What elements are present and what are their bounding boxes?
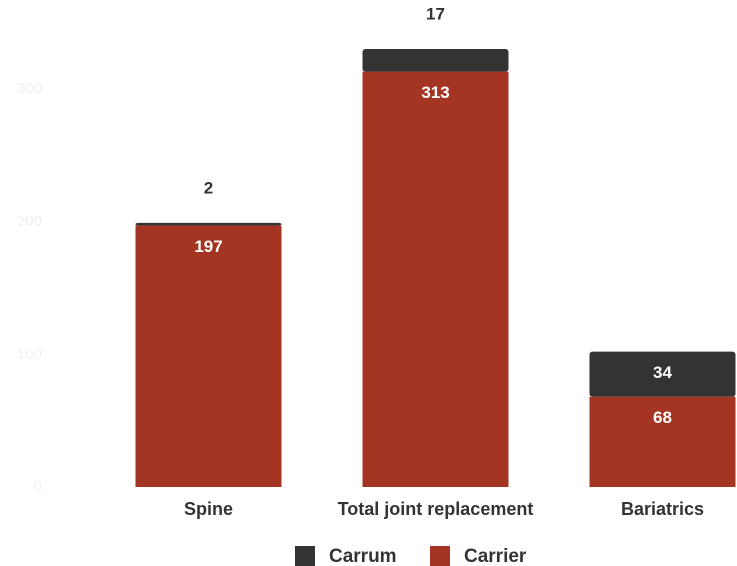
x-tick-label: Spine [184,499,233,519]
value-label: 313 [421,83,449,102]
legend-label: Carrum [329,546,397,566]
value-label: 34 [653,363,672,382]
value-label: 197 [194,237,222,256]
legend-swatch [295,546,315,566]
legend-label: Carrier [464,546,527,566]
bar-segment [589,351,736,397]
value-label: 17 [426,5,445,24]
bar-segment [362,49,509,72]
value-label: 68 [653,408,672,427]
bar-segment [135,222,282,226]
bar-segment [135,225,282,487]
y-tick-label: 200 [17,213,42,230]
y-tick-label: 300 [17,80,42,97]
legend-swatch [430,546,450,566]
bar-segment [589,396,736,487]
y-tick-label: 0 [34,478,42,495]
y-tick-label: 100 [17,345,42,362]
x-tick-label: Bariatrics [621,499,704,519]
x-tick-label: Total joint replacement [338,499,534,519]
bar-segment [362,71,509,488]
value-label: 2 [204,178,213,197]
